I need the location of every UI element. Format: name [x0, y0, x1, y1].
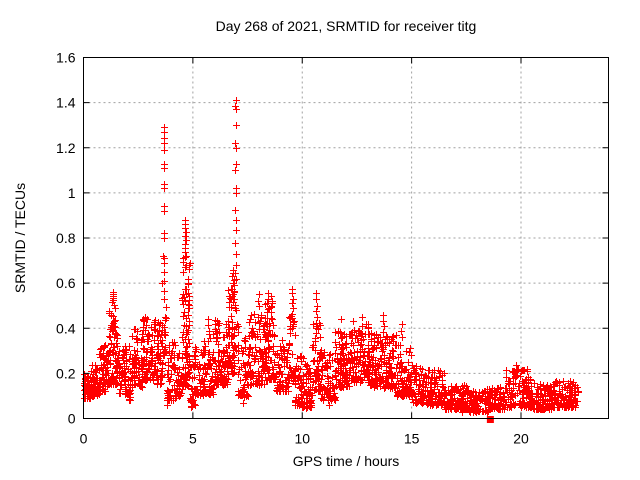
- axes-layer: [83, 57, 609, 419]
- x-tick-label: 0: [80, 431, 88, 447]
- y-tick-label: 0.2: [56, 365, 76, 381]
- x-axis-label: GPS time / hours: [293, 453, 400, 469]
- data-points-layer: [81, 97, 582, 423]
- y-tick-label: 1: [68, 185, 76, 201]
- y-tick-label: 0: [68, 411, 76, 427]
- chart-title: Day 268 of 2021, SRMTID for receiver tit…: [216, 18, 477, 34]
- y-axis-label: SRMTID / TECUs: [12, 183, 28, 293]
- y-tick-label: 1.4: [56, 95, 76, 111]
- x-tick-label: 5: [189, 431, 197, 447]
- y-tick-label: 0.8: [56, 230, 76, 246]
- y-tick-label: 0.6: [56, 275, 76, 291]
- y-tick-label: 1.2: [56, 140, 76, 156]
- y-tick-label: 0.4: [56, 320, 76, 336]
- scatter-plus-markers: [81, 97, 582, 416]
- tick-label-layer: 0 5 10 15 20 0 0.2 0.4 0.6 0.8 1 1.2 1.4 1.6: [56, 50, 529, 447]
- grid-layer: [83, 57, 609, 419]
- grid-lines: [83, 57, 609, 419]
- outlier-square-marker: [486, 416, 494, 423]
- x-tick-label: 15: [404, 431, 420, 447]
- tick-marks: [83, 57, 609, 419]
- x-tick-label: 20: [513, 431, 529, 447]
- x-tick-label: 10: [294, 431, 310, 447]
- y-tick-label: 1.6: [56, 50, 76, 66]
